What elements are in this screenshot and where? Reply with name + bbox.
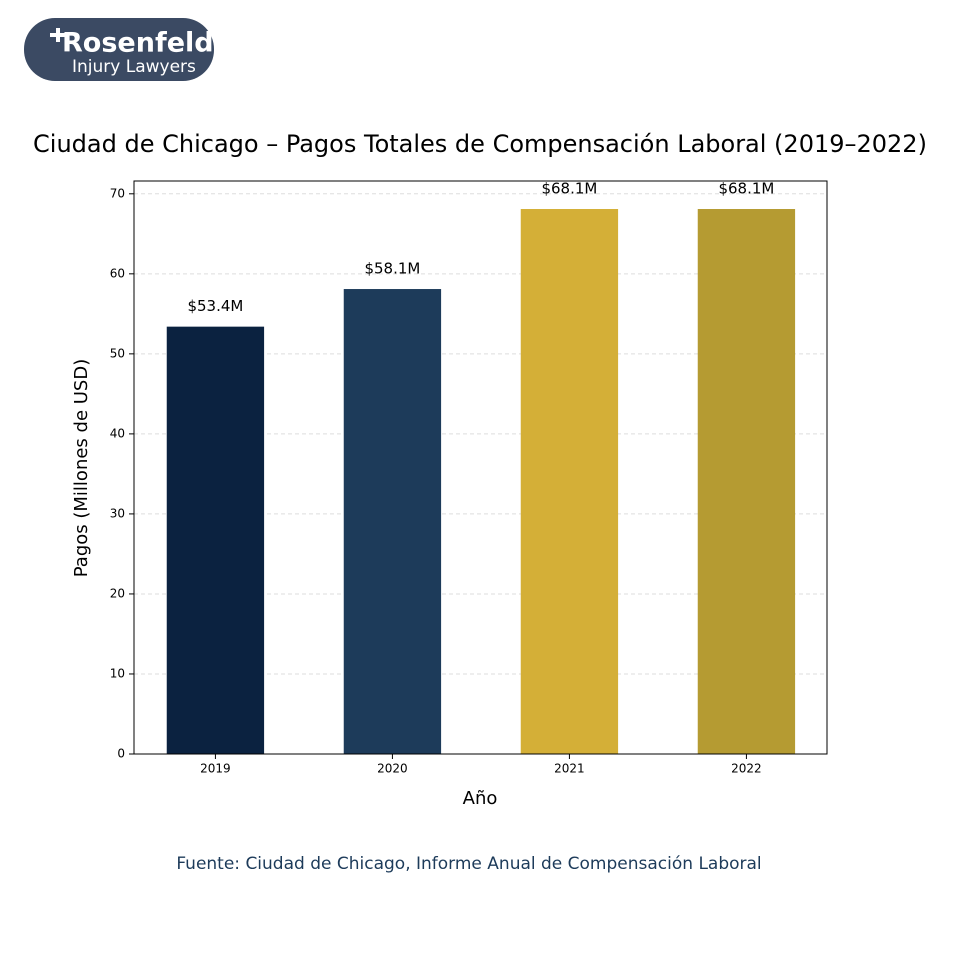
y-tick-label: 40	[110, 426, 125, 440]
x-axis-label: Año	[463, 788, 498, 809]
x-tick-label: 2021	[554, 762, 585, 776]
bar	[697, 209, 796, 755]
logo-name: Rosenfeld	[62, 28, 214, 59]
logo-cross	[50, 28, 66, 42]
y-tick-label: 10	[110, 666, 125, 680]
source-note: Fuente: Ciudad de Chicago, Informe Anual…	[176, 854, 761, 874]
y-tick-label: 30	[110, 506, 125, 520]
value-label: $68.1M	[718, 180, 774, 198]
bar	[520, 209, 619, 755]
y-tick-label: 20	[110, 586, 125, 600]
x-tick-label: 2022	[731, 762, 762, 776]
logo: Rosenfeld Injury Lawyers	[24, 18, 214, 81]
logo-tagline: Injury Lawyers	[72, 57, 196, 77]
value-label: $58.1M	[364, 260, 420, 278]
y-tick-label: 50	[110, 346, 125, 360]
value-label: $53.4M	[187, 297, 243, 315]
y-tick-label: 60	[110, 266, 125, 280]
logo-badge	[24, 18, 214, 81]
value-label: $68.1M	[541, 180, 597, 198]
chart-title: Ciudad de Chicago – Pagos Totales de Com…	[33, 130, 927, 158]
bar	[166, 326, 265, 754]
bar	[343, 289, 442, 754]
x-tick-label: 2020	[377, 762, 408, 776]
y-tick-label: 70	[110, 186, 125, 200]
x-tick-label: 2019	[200, 762, 231, 776]
y-axis-label: Pagos (Millones de USD)	[71, 359, 92, 577]
y-tick-label: 0	[117, 747, 125, 761]
plot-frame	[133, 180, 828, 755]
